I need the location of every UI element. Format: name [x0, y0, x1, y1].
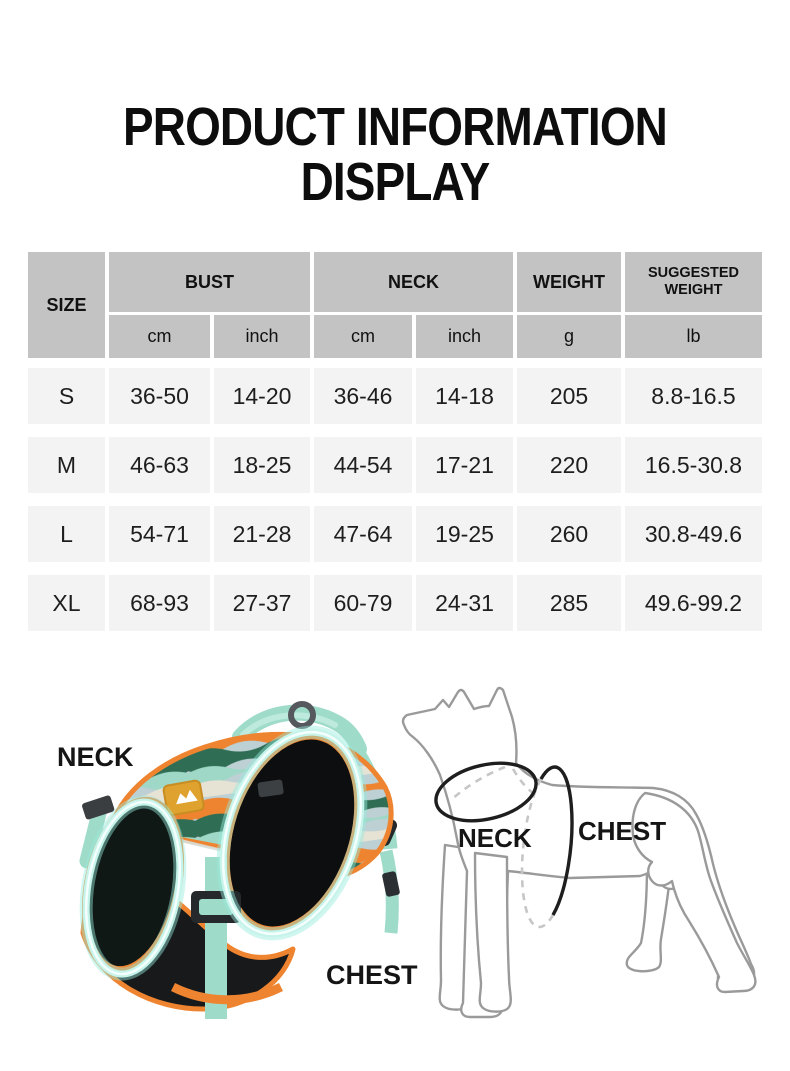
cell-weight-g: 220 — [517, 437, 621, 493]
harness-handle — [232, 701, 367, 757]
cell-suggested-lb: 8.8-16.5 — [625, 368, 762, 424]
cell-size: M — [28, 437, 105, 493]
dog-chest-label: CHEST — [578, 816, 667, 846]
header-weight-g: g — [517, 315, 621, 358]
page-title: PRODUCT INFORMATION DISPLAY — [59, 97, 731, 213]
cell-bust-cm: 46-63 — [109, 437, 210, 493]
chest-ring-highlight — [216, 725, 368, 941]
header-weight: WEIGHT — [517, 252, 621, 312]
cell-neck-inch: 17-21 — [416, 437, 513, 493]
size-table-body: S 36-50 14-20 36-46 14-18 205 8.8-16.5 M… — [28, 368, 762, 631]
dog-neck-ellipse — [434, 761, 538, 823]
size-table-header: SIZE BUST NECK WEIGHT SUGGESTED WEIGHT c… — [28, 252, 762, 358]
cell-neck-inch: 24-31 — [416, 575, 513, 631]
cell-suggested-lb: 30.8-49.6 — [625, 506, 762, 562]
cell-neck-cm: 60-79 — [314, 575, 412, 631]
dog-chest-ellipse — [539, 765, 574, 916]
neck-ring-highlight — [79, 795, 187, 981]
harness-neck-label: NECK — [57, 742, 134, 772]
harness-chest-label: CHEST — [326, 960, 418, 990]
harness-center-strap — [170, 857, 284, 1019]
cell-neck-cm: 44-54 — [314, 437, 412, 493]
header-bust-inch: inch — [214, 315, 310, 358]
cell-bust-cm: 54-71 — [109, 506, 210, 562]
header-suggested-lb: lb — [625, 315, 762, 358]
dog-far-hind-leg — [625, 863, 673, 973]
page-title-line2: DISPLAY — [300, 152, 491, 213]
header-neck: NECK — [314, 252, 513, 312]
cell-neck-cm: 47-64 — [314, 506, 412, 562]
dog-near-front-leg — [473, 851, 512, 1013]
cell-neck-cm: 36-46 — [314, 368, 412, 424]
cell-bust-inch: 27-37 — [214, 575, 310, 631]
cell-size: XL — [28, 575, 105, 631]
page-title-line1: PRODUCT INFORMATION — [123, 97, 668, 157]
cell-weight-g: 285 — [517, 575, 621, 631]
cell-suggested-lb: 16.5-30.8 — [625, 437, 762, 493]
dog-neck-label: NECK — [458, 823, 532, 853]
strap-slider-icon — [382, 871, 400, 897]
cell-weight-g: 260 — [517, 506, 621, 562]
cell-size: S — [28, 368, 105, 424]
cell-neck-inch: 19-25 — [416, 506, 513, 562]
d-ring-icon — [288, 701, 316, 729]
brand-logo-patch — [162, 779, 205, 817]
cell-bust-inch: 14-20 — [214, 368, 310, 424]
cell-bust-inch: 21-28 — [214, 506, 310, 562]
cell-bust-cm: 36-50 — [109, 368, 210, 424]
harness-photo — [79, 701, 400, 1019]
header-neck-cm: cm — [314, 315, 412, 358]
cell-bust-cm: 68-93 — [109, 575, 210, 631]
dog-diagram — [401, 686, 757, 1019]
header-bust-cm: cm — [109, 315, 210, 358]
header-neck-inch: inch — [416, 315, 513, 358]
header-size: SIZE — [28, 252, 105, 358]
cell-neck-inch: 14-18 — [416, 368, 513, 424]
header-bust: BUST — [109, 252, 310, 312]
cell-weight-g: 205 — [517, 368, 621, 424]
dog-near-hind-leg — [631, 791, 757, 994]
cell-suggested-lb: 49.6-99.2 — [625, 575, 762, 631]
dog-dashed-guides — [449, 765, 555, 929]
harness-left-strap — [79, 795, 115, 869]
strap-clip-icon — [257, 779, 284, 798]
size-table: SIZE BUST NECK WEIGHT SUGGESTED WEIGHT c… — [28, 252, 762, 631]
cell-size: L — [28, 506, 105, 562]
cell-bust-inch: 18-25 — [214, 437, 310, 493]
header-suggested-weight: SUGGESTED WEIGHT — [625, 252, 762, 312]
